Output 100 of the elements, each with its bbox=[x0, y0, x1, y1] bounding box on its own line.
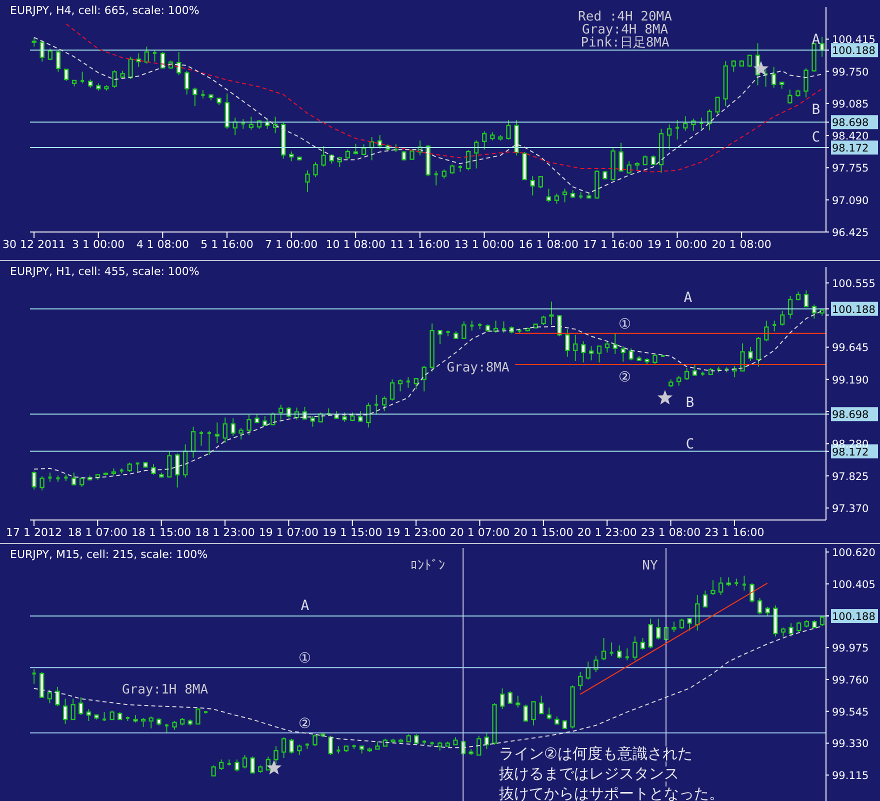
candlestick bbox=[687, 618, 692, 632]
candlestick bbox=[531, 701, 536, 726]
x-tick-label: 13 1 00:00 bbox=[454, 238, 514, 251]
ref-line-label: A bbox=[812, 32, 821, 48]
candlestick bbox=[652, 354, 658, 366]
x-tick-label: 20 1 15:00 bbox=[514, 526, 574, 539]
candlestick bbox=[219, 759, 224, 770]
candlestick bbox=[565, 328, 570, 358]
candlestick bbox=[546, 188, 552, 203]
candlestick bbox=[604, 340, 610, 354]
x-tick-label: 23 1 08:00 bbox=[640, 526, 701, 539]
candlestick bbox=[222, 417, 228, 444]
candlestick bbox=[656, 618, 661, 640]
ref-line-label: ① bbox=[618, 316, 632, 332]
candlestick bbox=[62, 698, 68, 724]
y-tick-label: 100.188 bbox=[832, 611, 876, 624]
candlestick bbox=[804, 290, 809, 308]
candlestick bbox=[804, 68, 808, 98]
ref-line-label: C bbox=[812, 130, 820, 146]
y-tick-label: 97.755 bbox=[832, 162, 869, 175]
chart-title: EURJPY, H4, cell: 665, scale: 100% bbox=[10, 4, 200, 17]
y-tick-label: 99.330 bbox=[832, 738, 869, 750]
annotation: 抜けるまではレジスタンス bbox=[499, 764, 679, 782]
y-tick-label: 97.370 bbox=[832, 502, 869, 515]
x-tick-label: 11 1 16:00 bbox=[390, 238, 450, 251]
x-tick-label: 18 1 23:00 bbox=[195, 526, 255, 539]
candlestick bbox=[508, 690, 512, 704]
candlestick bbox=[482, 130, 487, 150]
candlestick bbox=[184, 70, 190, 95]
candlestick bbox=[167, 450, 172, 478]
candlestick bbox=[740, 342, 745, 372]
y-tick-label: 97.825 bbox=[832, 470, 869, 483]
candlestick bbox=[353, 143, 358, 155]
x-tick-label: 19 1 07:00 bbox=[258, 526, 319, 539]
candlestick bbox=[648, 618, 653, 649]
chart-title: EURJPY, H1, cell: 455, scale: 100% bbox=[10, 265, 200, 278]
candlestick bbox=[702, 590, 708, 608]
annotation: Gray:8MA bbox=[446, 360, 510, 376]
candlestick bbox=[707, 108, 712, 131]
y-tick-label: 99.750 bbox=[832, 66, 869, 78]
candlestick bbox=[55, 686, 60, 707]
annotation: 抜けてからはサポートとなった。 bbox=[499, 784, 724, 801]
candlestick bbox=[573, 334, 578, 362]
annotation: Pink:日足8MA bbox=[580, 36, 670, 50]
candlestick bbox=[128, 56, 133, 80]
candlestick bbox=[47, 689, 52, 704]
ref-line-label: ① bbox=[298, 650, 312, 667]
candlestick bbox=[620, 346, 626, 362]
candlestick bbox=[715, 96, 720, 114]
candlestick bbox=[442, 168, 447, 180]
candlestick bbox=[771, 66, 776, 88]
candlestick bbox=[366, 402, 371, 428]
candlestick bbox=[549, 301, 554, 326]
candlestick bbox=[640, 637, 646, 650]
candlestick bbox=[361, 144, 366, 156]
y-tick-label: 99.115 bbox=[832, 770, 869, 782]
candlestick bbox=[538, 176, 544, 189]
candlestick bbox=[506, 120, 511, 140]
candlestick bbox=[127, 462, 132, 472]
candlestick bbox=[56, 50, 61, 72]
y-tick-label: 100.405 bbox=[832, 578, 876, 591]
candlestick bbox=[246, 414, 252, 436]
x-tick-label: 16 1 08:00 bbox=[518, 238, 578, 251]
candlestick bbox=[313, 162, 318, 178]
candlestick bbox=[710, 580, 716, 596]
candlestick bbox=[516, 695, 520, 708]
ref-line-label: A bbox=[684, 290, 693, 306]
candlestick bbox=[618, 142, 624, 172]
x-tick-label: 23 1 16:00 bbox=[704, 526, 764, 539]
candlestick bbox=[788, 295, 793, 320]
ref-line-label: A bbox=[300, 598, 310, 614]
candlestick bbox=[377, 134, 382, 150]
x-tick-label: 19 1 00:00 bbox=[647, 238, 708, 251]
candlestick bbox=[780, 310, 785, 326]
y-tick-label: 99.760 bbox=[832, 674, 869, 686]
candlestick bbox=[546, 707, 552, 720]
candlestick bbox=[136, 52, 141, 68]
candlestick bbox=[554, 193, 560, 204]
y-tick-label: 98.698 bbox=[832, 117, 869, 130]
candlestick bbox=[190, 426, 196, 458]
candlestick bbox=[410, 149, 414, 160]
candlestick bbox=[242, 754, 248, 769]
y-tick-label: 99.190 bbox=[832, 374, 869, 386]
candlestick bbox=[238, 428, 244, 440]
candlestick bbox=[422, 365, 426, 392]
candlestick bbox=[214, 422, 220, 444]
candlestick bbox=[500, 688, 505, 710]
x-tick-label: 4 1 08:00 bbox=[136, 238, 190, 251]
candlestick bbox=[757, 597, 762, 615]
y-tick-label: 100.555 bbox=[832, 278, 876, 290]
ref-line-label: C bbox=[686, 436, 694, 452]
x-tick-label: 5 1 16:00 bbox=[200, 238, 254, 251]
y-tick-label: 96.425 bbox=[832, 227, 869, 239]
candlestick bbox=[310, 416, 316, 428]
candlestick bbox=[345, 149, 350, 160]
candlestick bbox=[230, 418, 236, 436]
y-tick-label: 97.090 bbox=[832, 194, 869, 207]
candlestick bbox=[747, 54, 752, 68]
y-tick-label: 99.545 bbox=[832, 706, 869, 718]
candlestick bbox=[78, 696, 84, 716]
